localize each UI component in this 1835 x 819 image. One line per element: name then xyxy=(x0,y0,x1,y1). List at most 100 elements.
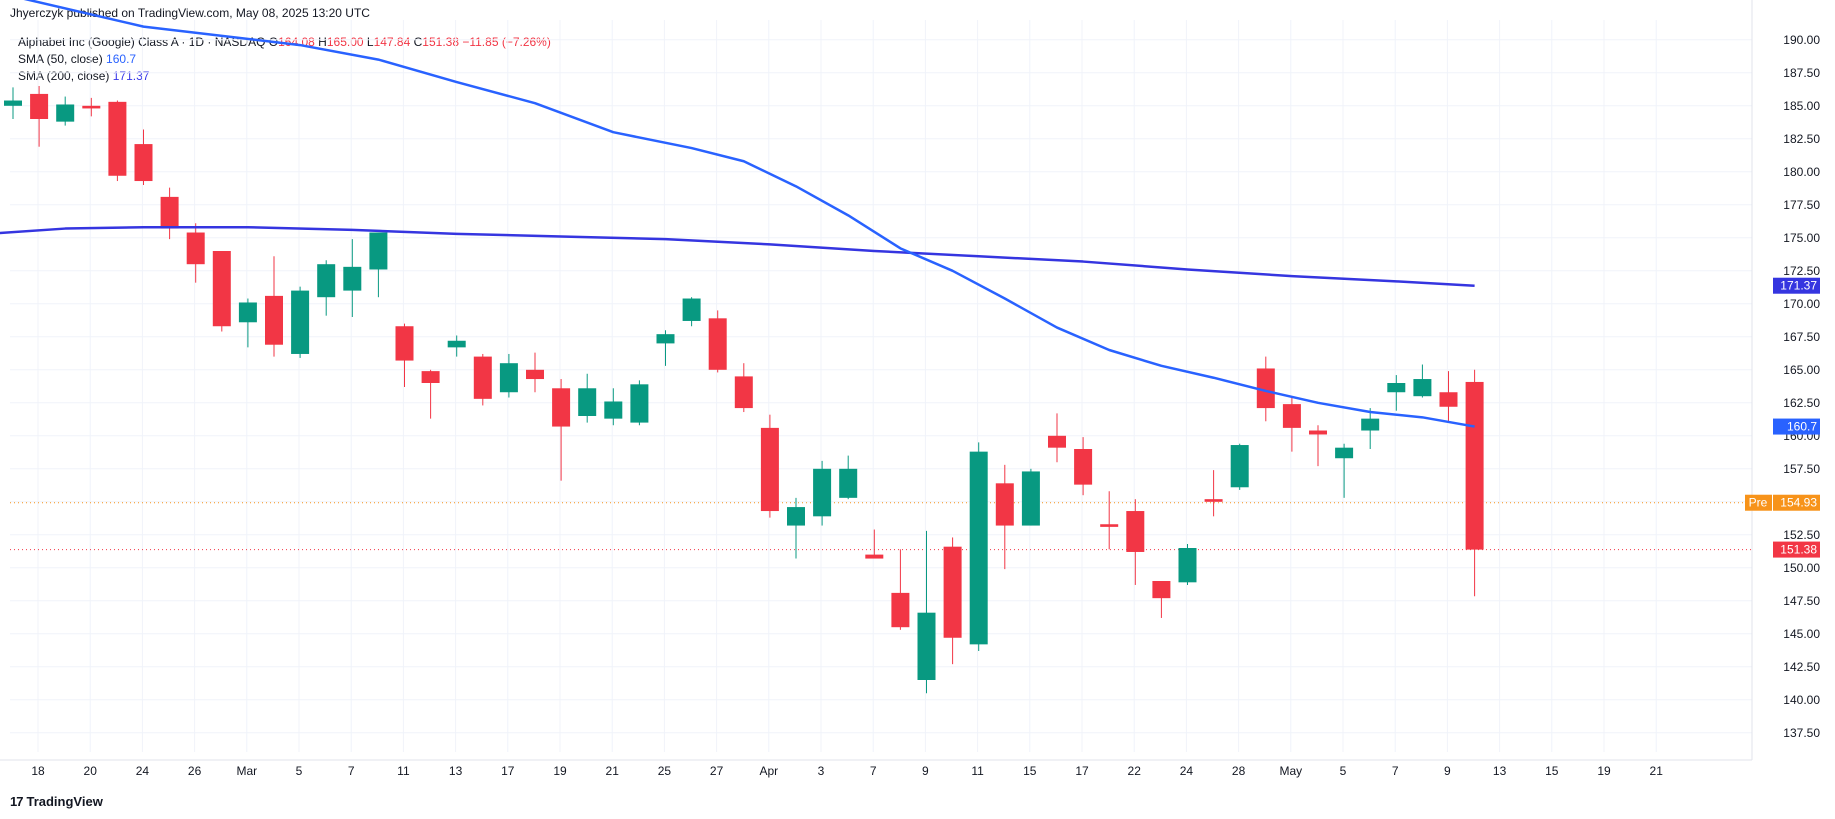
candle xyxy=(1021,468,1040,526)
x-tick-label: 20 xyxy=(84,764,98,778)
x-tick-label: 13 xyxy=(449,764,463,778)
y-tick-label: 137.50 xyxy=(1783,726,1820,740)
candle-body xyxy=(369,232,388,270)
candle xyxy=(969,442,988,651)
y-tick-label: 140.00 xyxy=(1783,693,1820,707)
low-value: 147.84 xyxy=(373,35,411,49)
price-badge-bg xyxy=(1773,494,1820,511)
candle-body xyxy=(1413,379,1432,397)
candle xyxy=(1465,369,1484,597)
price-chart[interactable]: 190.00 187.50 185.00 182.50 180.00 177.50 175.… xyxy=(0,0,1835,790)
candle xyxy=(760,414,779,518)
price-badge-text: 154.93 xyxy=(1780,496,1817,510)
candle-body xyxy=(238,302,257,323)
symbol-title: Alphabet Inc (Google) Class A · 1D · NAS… xyxy=(18,35,266,49)
candle-body xyxy=(552,388,571,427)
candle xyxy=(473,353,492,406)
candle xyxy=(630,380,649,426)
price-badge-text: 160.7 xyxy=(1787,420,1817,434)
candle-body xyxy=(82,105,101,109)
candle xyxy=(82,97,101,117)
candle-body xyxy=(186,232,205,265)
candle xyxy=(1335,443,1354,498)
close-label: C xyxy=(413,35,423,49)
high-value: 165.00 xyxy=(326,35,364,49)
candle-body xyxy=(526,369,544,380)
high-label: H xyxy=(318,35,327,49)
candle-body xyxy=(1335,447,1354,459)
candle-body xyxy=(421,371,440,383)
y-tick-label: 142.50 xyxy=(1783,660,1820,674)
x-tick-label: May xyxy=(1279,764,1302,778)
candle xyxy=(943,537,962,665)
x-tick-label: 27 xyxy=(710,764,724,778)
candle-body xyxy=(473,356,492,399)
y-tick-label: 152.50 xyxy=(1783,528,1820,542)
sma50-legend-row[interactable]: SMA (50, close) 160.7 xyxy=(18,51,551,68)
candle-body xyxy=(891,592,910,628)
y-tick-label: 187.50 xyxy=(1783,66,1820,80)
candle xyxy=(656,330,675,366)
x-tick-label: 21 xyxy=(606,764,620,778)
candle-body xyxy=(943,546,962,638)
x-tick-label: 19 xyxy=(553,764,567,778)
x-tick-label: Apr xyxy=(759,764,778,778)
candle xyxy=(238,298,257,348)
x-tick-label: 9 xyxy=(1444,764,1451,778)
candle-body xyxy=(708,318,727,370)
candle-body xyxy=(395,326,414,361)
candle xyxy=(734,363,753,413)
x-tick-label: 25 xyxy=(658,764,672,778)
candle xyxy=(839,455,858,500)
candle xyxy=(395,323,414,387)
x-tick-label: 18 xyxy=(31,764,45,778)
candle-body xyxy=(1387,383,1406,393)
x-tick-label: 24 xyxy=(136,764,150,778)
x-tick-label: 11 xyxy=(397,764,410,778)
candle-body xyxy=(1465,381,1484,550)
candle-body xyxy=(1178,548,1197,583)
candle-body xyxy=(604,401,623,419)
x-tick-label: 21 xyxy=(1650,764,1664,778)
candle-body xyxy=(265,295,283,345)
candle-body xyxy=(134,144,153,182)
x-tick-label: 15 xyxy=(1023,764,1037,778)
candle-body xyxy=(1439,392,1458,407)
y-tick-label: 185.00 xyxy=(1783,99,1820,113)
candle xyxy=(578,373,597,423)
sma-lines xyxy=(0,0,1475,428)
candle-body xyxy=(969,451,988,645)
candle-body xyxy=(839,468,858,498)
candle-body xyxy=(343,266,362,291)
candle-body xyxy=(813,468,832,517)
candle xyxy=(1282,397,1301,452)
x-tick-label: 5 xyxy=(296,764,303,778)
candle xyxy=(30,86,49,147)
pre-badge-text: Pre xyxy=(1749,496,1768,510)
price-badge-bg xyxy=(1773,277,1820,294)
candle-body xyxy=(1361,418,1380,431)
candle xyxy=(343,239,362,317)
y-tick-label: 180.00 xyxy=(1783,165,1820,179)
candle xyxy=(56,96,75,126)
y-tick-label: 190.00 xyxy=(1783,33,1820,47)
candle xyxy=(212,251,231,332)
candle-body xyxy=(787,507,805,526)
candle xyxy=(1361,408,1380,449)
x-tick-label: Mar xyxy=(236,764,257,778)
candle-body xyxy=(656,334,675,344)
low-label: L xyxy=(366,35,374,49)
y-tick-label: 147.50 xyxy=(1783,594,1820,608)
candlestick-series xyxy=(4,86,1484,694)
x-tick-label: 19 xyxy=(1597,764,1611,778)
candle xyxy=(1074,437,1093,496)
candle-body xyxy=(317,264,336,298)
sma50-value: 160.7 xyxy=(106,52,137,66)
x-tick-label: 26 xyxy=(188,764,202,778)
candle xyxy=(552,379,571,481)
x-tick-label: 7 xyxy=(348,764,355,778)
x-tick-label: 7 xyxy=(870,764,877,778)
candle-body xyxy=(760,427,779,512)
tradingview-footer[interactable]: 17 TradingView xyxy=(10,794,103,809)
close-value: 151.38 xyxy=(422,35,459,49)
